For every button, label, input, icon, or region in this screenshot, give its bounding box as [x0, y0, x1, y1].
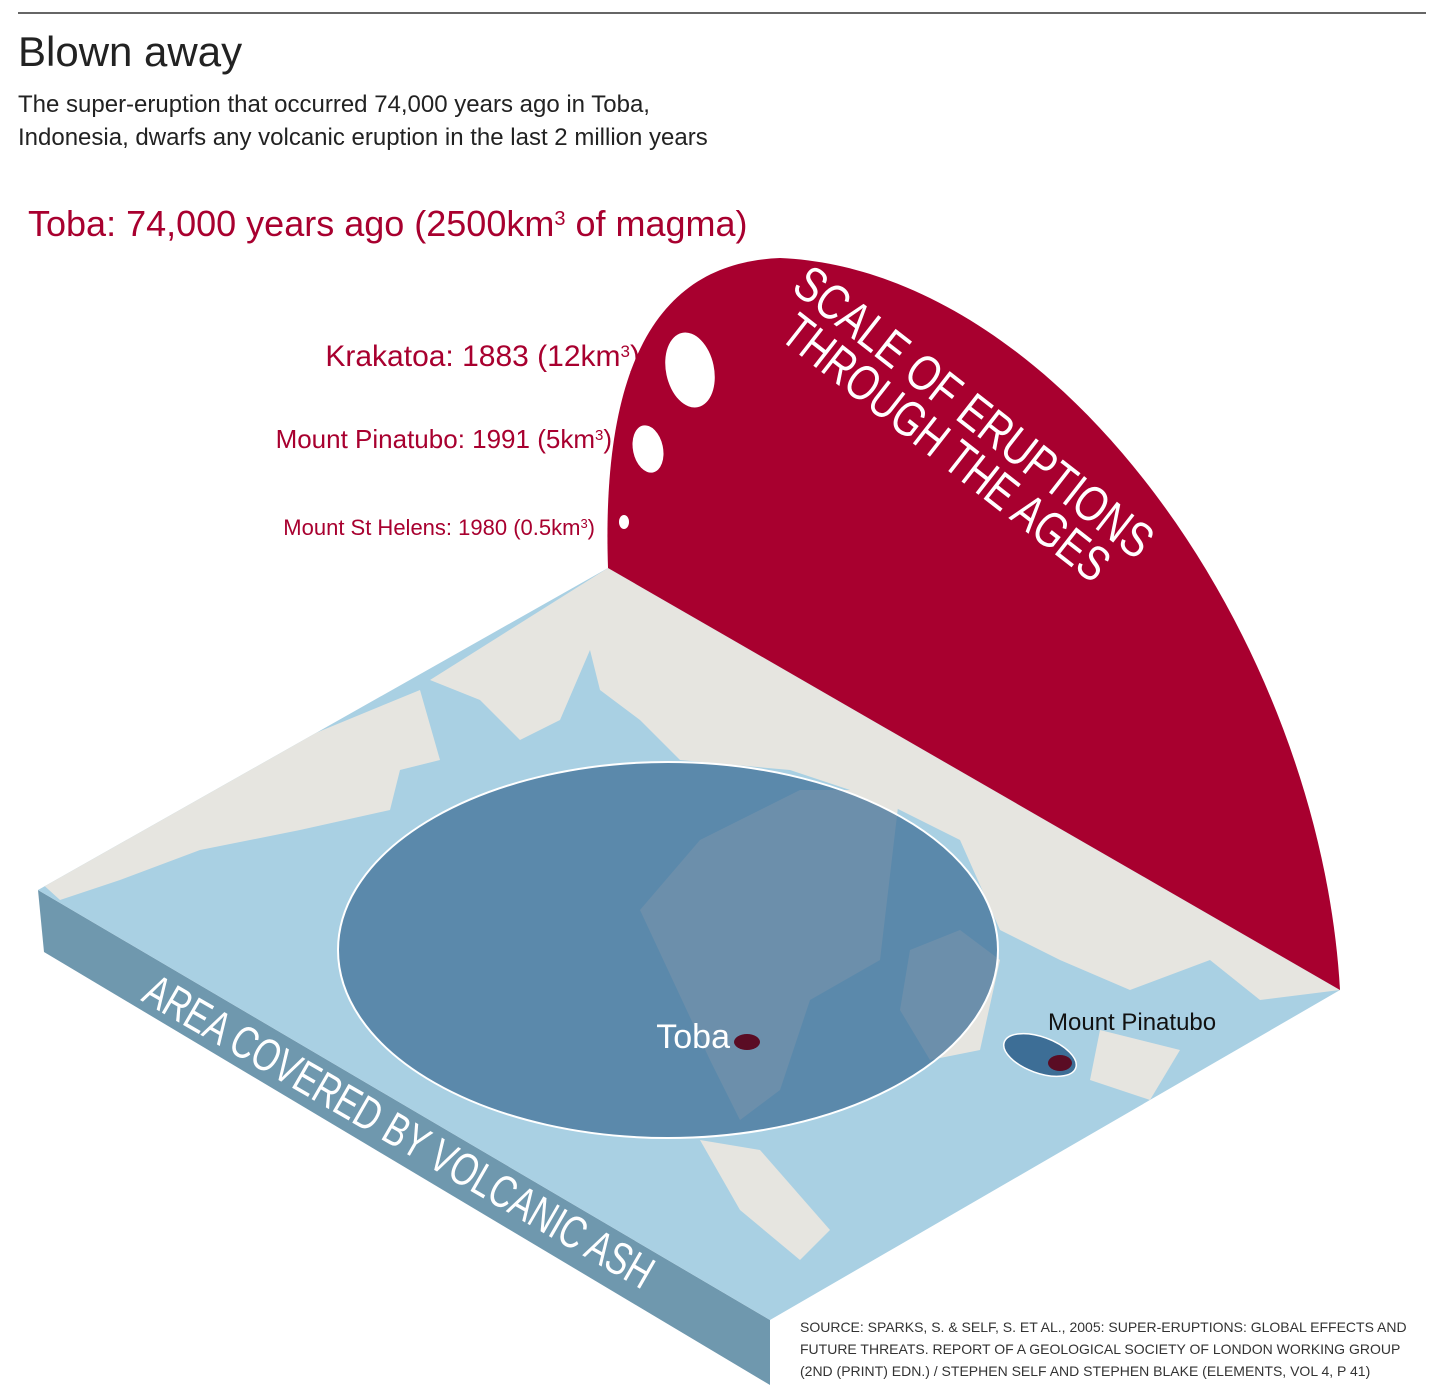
label-text: Krakatoa: 1883 (12km: [325, 340, 620, 373]
label-text: Toba: 74,000 years ago (2500km: [28, 203, 554, 244]
map-label: Mount Pinatubo: [1048, 1009, 1216, 1036]
land-mass: [430, 568, 1340, 1000]
st-helens-volume: [619, 515, 629, 529]
superscript: 3: [580, 516, 587, 531]
map-label: Toba: [656, 1018, 730, 1056]
krakatoa-volume: [665, 332, 715, 408]
superscript: 3: [595, 427, 603, 444]
label-text: Mount Pinatubo: 1991 (5km: [276, 424, 595, 454]
source: (2ND (PRINT) EDN.) / STEPHEN SELF AND ST…: [800, 1363, 1370, 1379]
toba-marker: [734, 1034, 760, 1050]
eruption-label: Toba: 74,000 years ago (2500km3 of magma…: [28, 203, 748, 244]
label-text: of magma): [565, 203, 747, 244]
land-mass: [700, 1140, 830, 1260]
eruption-label: Krakatoa: 1883 (12km3): [325, 340, 640, 373]
label-text: ): [630, 340, 640, 373]
land-mass: [1090, 1030, 1180, 1100]
source: FUTURE THREATS. REPORT OF A GEOLOGICAL S…: [800, 1341, 1400, 1357]
label-text: ): [603, 424, 612, 454]
pinatubo-volume: [632, 425, 664, 473]
subtitle: Indonesia, dwarfs any volcanic eruption …: [18, 124, 708, 151]
title: Blown away: [18, 28, 242, 75]
label-text: Mount St Helens: 1980 (0.5km: [283, 515, 580, 540]
slab-side: [38, 890, 770, 1385]
eruption-label: Mount St Helens: 1980 (0.5km3): [283, 515, 595, 540]
source: SOURCE: SPARKS, S. & SELF, S. ET AL., 20…: [800, 1319, 1407, 1335]
pinatubo-marker: [1048, 1055, 1072, 1071]
toba-ash-area: [337, 761, 999, 1139]
eruption-label: Mount Pinatubo: 1991 (5km3): [276, 424, 612, 454]
label-text: ): [588, 515, 595, 540]
subtitle: The super-eruption that occurred 74,000 …: [18, 91, 650, 118]
scale-panel: [607, 258, 1340, 990]
land-mass: [38, 690, 440, 900]
superscript: 3: [554, 208, 565, 230]
superscript: 3: [621, 342, 630, 361]
